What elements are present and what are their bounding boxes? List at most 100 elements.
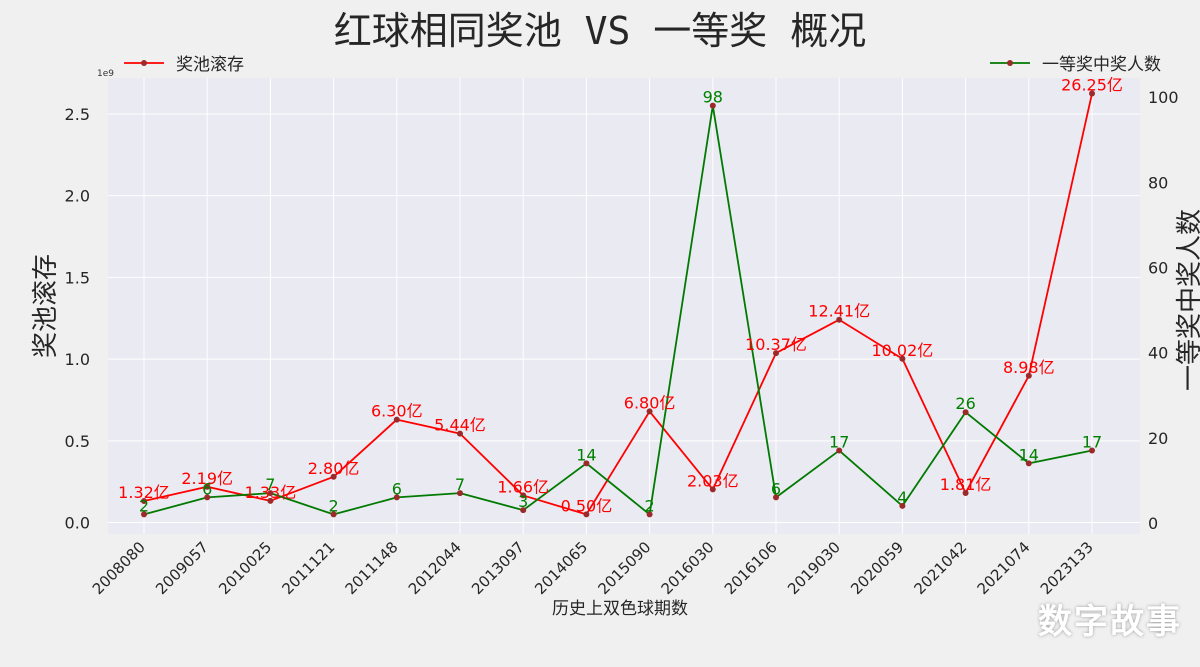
data-label: 17 <box>1082 433 1102 452</box>
left-axis-offset-label: 1e9 <box>97 69 114 79</box>
right-tick-label: 80 <box>1148 173 1168 192</box>
data-label: 6 <box>392 479 402 498</box>
legend-left-label: 奖池滚存 <box>176 55 244 75</box>
data-label: 6.80亿 <box>624 393 676 412</box>
x-tick-label: 2016030 <box>658 538 718 598</box>
x-tick-label: 2009057 <box>152 538 212 598</box>
data-point <box>267 490 274 497</box>
chart-title: 红球相同奖池 VS 一等奖 概况 <box>334 9 866 53</box>
data-point <box>520 507 527 514</box>
x-axis-label: 历史上双色球期数 <box>552 599 688 619</box>
data-label: 5.44亿 <box>434 416 486 435</box>
data-point <box>1089 90 1095 97</box>
x-tick-label: 2021074 <box>974 538 1034 598</box>
x-tick-label: 2008080 <box>89 538 149 598</box>
data-point <box>204 483 211 490</box>
data-point <box>836 447 843 454</box>
left-tick-label: 1.5 <box>65 268 90 287</box>
right-axis-label: 一等奖中奖人数 <box>1175 209 1200 391</box>
data-label: 2 <box>329 496 339 515</box>
data-point <box>583 511 590 518</box>
legend-right-marker <box>1007 60 1013 66</box>
data-label: 1.66亿 <box>497 477 549 496</box>
legend-left-marker <box>141 60 147 66</box>
data-label: 6 <box>771 479 781 498</box>
data-point <box>646 408 653 415</box>
data-label: 2.80亿 <box>308 459 360 478</box>
data-label: 4 <box>897 488 907 507</box>
data-point <box>709 486 716 493</box>
data-point <box>393 494 400 501</box>
x-tick-label: 2011121 <box>278 538 338 598</box>
data-point <box>773 494 779 501</box>
data-point <box>330 511 337 518</box>
data-labels: 1.32亿 2.19亿 1.33亿 2.80亿 6.30亿 5.44亿 1.66亿 0.50亿… <box>118 76 1123 516</box>
left-tick-label: 2.0 <box>65 187 90 206</box>
x-tick-label: 2023133 <box>1037 538 1097 598</box>
right-axis-ticks: 0 20 40 60 80 100 <box>1148 88 1179 533</box>
data-label: 26 <box>955 394 975 413</box>
data-point <box>709 102 716 109</box>
data-label: 1.81亿 <box>940 475 992 494</box>
x-tick-label: 2014065 <box>531 538 591 598</box>
data-label: 2.19亿 <box>181 469 233 488</box>
legend-right: 一等奖中奖人数 <box>990 55 1161 75</box>
data-label: 7 <box>265 475 275 494</box>
data-label: 0.50亿 <box>561 496 613 515</box>
x-tick-label: 2020059 <box>847 538 907 598</box>
data-point <box>1025 460 1032 467</box>
data-label: 14 <box>1019 445 1039 464</box>
right-tick-label: 20 <box>1148 429 1168 448</box>
data-label: 12.41亿 <box>808 302 870 321</box>
data-label: 17 <box>829 433 849 452</box>
right-tick-label: 0 <box>1148 514 1158 533</box>
legend-left: 奖池滚存 <box>124 55 244 75</box>
left-axis-ticks: 0.0 0.5 1.0 1.5 2.0 2.5 <box>65 105 90 533</box>
left-tick-label: 0.5 <box>65 432 90 451</box>
series-line-jackpot <box>143 93 1093 516</box>
data-point <box>583 460 590 467</box>
data-label: 8.98亿 <box>1003 358 1055 377</box>
data-point <box>267 497 274 504</box>
data-point <box>1025 372 1032 379</box>
left-tick-label: 0.0 <box>65 514 90 533</box>
data-label: 98 <box>703 88 723 107</box>
data-label: 14 <box>576 445 596 464</box>
data-label: 1.32亿 <box>118 483 170 502</box>
right-tick-label: 40 <box>1148 344 1168 363</box>
x-tick-label: 2013097 <box>468 538 528 598</box>
right-tick-label: 100 <box>1148 88 1179 107</box>
data-point <box>520 492 527 499</box>
right-tick-label: 60 <box>1148 258 1168 277</box>
data-point <box>773 350 779 357</box>
series-line-winners <box>143 104 1093 516</box>
data-point <box>141 511 147 518</box>
data-label: 2 <box>139 496 149 515</box>
data-point <box>393 416 400 423</box>
data-label: 3 <box>518 492 528 511</box>
left-axis-label: 奖池滚存 <box>31 254 61 358</box>
data-point <box>899 355 906 362</box>
x-tick-label: 2012044 <box>405 538 465 598</box>
left-tick-label: 2.5 <box>65 105 90 124</box>
x-tick-label: 2016106 <box>721 538 781 598</box>
plot-area <box>108 78 1140 534</box>
data-label: 2.03亿 <box>687 471 739 490</box>
x-tick-label: 2010025 <box>215 538 275 598</box>
data-point <box>836 316 843 323</box>
data-label: 26.25亿 <box>1061 76 1123 95</box>
data-point <box>962 489 969 496</box>
x-tick-label: 2015090 <box>594 538 654 598</box>
data-point <box>457 430 463 437</box>
data-label: 2 <box>645 496 655 515</box>
data-label: 1.33亿 <box>245 483 297 502</box>
x-tick-label: 2019030 <box>784 538 844 598</box>
left-tick-label: 1.0 <box>65 350 90 369</box>
x-tick-label: 2021042 <box>910 538 970 598</box>
legend-right-label: 一等奖中奖人数 <box>1042 55 1161 75</box>
data-point <box>457 490 463 497</box>
x-tick-label: 2011148 <box>342 538 402 598</box>
data-point <box>330 473 337 480</box>
series-points <box>141 90 1095 518</box>
